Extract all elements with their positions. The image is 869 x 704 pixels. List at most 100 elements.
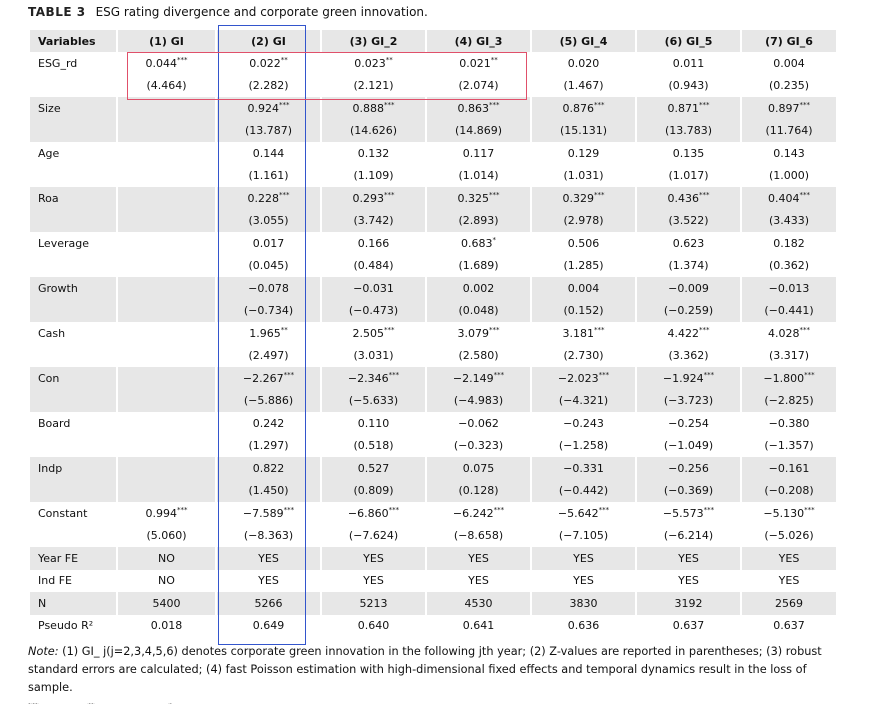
coef-cell xyxy=(118,367,215,390)
z-value: (3.522) xyxy=(668,214,709,228)
z-cell: (0.943) xyxy=(637,75,740,98)
variable-name: Pseudo R² xyxy=(38,619,94,633)
z-cell: (0.152) xyxy=(532,299,635,322)
coef-cell: 0.002 xyxy=(427,277,530,300)
coef-cell: 0.404*** xyxy=(742,187,836,210)
column-header: Variables xyxy=(30,30,116,52)
results-table: Variables (1) GI (2) GI (3) GI_2 (4) GI_3 (5)… xyxy=(28,30,838,637)
z-value: (3.433) xyxy=(768,214,810,228)
cell: NO xyxy=(118,547,215,570)
z-value: (−1.357) xyxy=(764,439,814,453)
z-value: (1.450) xyxy=(248,484,289,498)
coef-cell: −2.346*** xyxy=(322,367,425,390)
coef-value: 0.117 xyxy=(462,146,495,160)
z-cell: (2.978) xyxy=(532,209,635,232)
z-value: (−7.105) xyxy=(558,529,609,543)
significance-stars: *** xyxy=(804,371,815,380)
cell: 3830 xyxy=(532,592,635,615)
z-value: (−2.825) xyxy=(764,394,814,408)
coef-value: 0.132 xyxy=(357,146,390,160)
significance-stars: *** xyxy=(384,191,395,200)
coef-value: −0.161 xyxy=(768,461,810,475)
z-cell: (5.060) xyxy=(118,525,215,548)
z-cell: (−5.633) xyxy=(322,389,425,412)
z-value: (2.580) xyxy=(458,349,499,363)
z-value: (−7.624) xyxy=(348,529,399,543)
coef-value: 4.422 xyxy=(667,327,700,341)
coef-cell: −0.256 xyxy=(637,457,740,480)
coef-cell: 0.888*** xyxy=(322,97,425,120)
table-row: Cash 1.965** 2.505*** 3.079*** 3.181*** 4.422… xyxy=(30,322,836,345)
coef-cell: −5.130*** xyxy=(742,502,836,525)
significance-stars: *** xyxy=(699,191,710,200)
z-cell: (1.031) xyxy=(532,165,635,188)
coef-value: 3.181 xyxy=(562,327,595,341)
z-cell: (2.497) xyxy=(217,345,320,368)
z-value: (2.282) xyxy=(248,79,289,93)
z-cell: (3.031) xyxy=(322,345,425,368)
z-value: (3.742) xyxy=(353,214,394,228)
cell xyxy=(30,299,116,322)
coef-value: 0.011 xyxy=(672,56,705,70)
z-cell: (−0.259) xyxy=(637,299,740,322)
coef-value: 0.683 xyxy=(461,237,493,251)
coef-cell: 0.897*** xyxy=(742,97,836,120)
table-row: Roa 0.228*** 0.293*** 0.325*** 0.329*** 0.436… xyxy=(30,187,836,210)
coef-value: −0.380 xyxy=(768,416,810,430)
cell: YES xyxy=(637,547,740,570)
coef-cell: −6.242*** xyxy=(427,502,530,525)
coef-cell: −2.267*** xyxy=(217,367,320,390)
z-cell: (−0.323) xyxy=(427,435,530,458)
z-cell: (3.433) xyxy=(742,209,836,232)
coef-value: −0.078 xyxy=(248,281,289,295)
significance-stars: *** xyxy=(177,56,188,65)
cell: 4530 xyxy=(427,592,530,615)
coef-cell: −0.078 xyxy=(217,277,320,300)
coef-value: −5.642 xyxy=(557,507,599,521)
coef-value: −6.242 xyxy=(452,507,494,521)
z-value: (2.730) xyxy=(563,349,604,363)
z-cell: (−0.441) xyxy=(742,299,836,322)
coef-cell: 4.028*** xyxy=(742,322,836,345)
cell: 0.637 xyxy=(672,619,705,633)
column-header: (2) GI xyxy=(217,30,320,52)
z-cell: (1.014) xyxy=(427,165,530,188)
coef-cell: 0.110 xyxy=(322,412,425,435)
column-header: (6) GI_5 xyxy=(637,30,740,52)
variable-name: Year FE xyxy=(30,547,116,570)
table-row: Ind FE NO YES YES YES YES YES YES xyxy=(30,570,836,593)
cell: YES xyxy=(427,547,530,570)
coef-value: −0.243 xyxy=(563,416,604,430)
coef-cell: 0.132 xyxy=(322,142,425,165)
cell: 2569 xyxy=(742,592,836,615)
coef-value: −2.267 xyxy=(242,372,284,386)
coef-value: 0.143 xyxy=(773,146,805,160)
z-cell: (1.467) xyxy=(532,75,635,98)
coef-cell: 1.965** xyxy=(217,322,320,345)
z-cell: (1.297) xyxy=(217,435,320,458)
z-cell: (−0.734) xyxy=(217,299,320,322)
cell xyxy=(30,345,116,368)
coef-value: 0.129 xyxy=(567,146,600,160)
coef-value: 0.002 xyxy=(462,281,495,295)
z-cell: (0.484) xyxy=(322,255,425,278)
z-cell: (−7.105) xyxy=(532,525,635,548)
coef-cell: 0.506 xyxy=(532,232,635,255)
significance-stars: *** xyxy=(699,101,710,110)
significance-stars: *** xyxy=(594,101,605,110)
coef-cell: 0.527 xyxy=(322,457,425,480)
coef-cell: 0.863*** xyxy=(427,97,530,120)
table-row: Leverage 0.017 0.166 0.683* 0.506 0.623 0.182 xyxy=(30,232,836,255)
z-value: (1.017) xyxy=(668,169,709,183)
coef-cell: 0.135 xyxy=(637,142,740,165)
coef-value: −2.149 xyxy=(452,372,494,386)
coef-value: 0.293 xyxy=(352,192,385,206)
z-cell: (15.131) xyxy=(532,119,635,142)
cell xyxy=(30,209,116,232)
coef-value: −7.589 xyxy=(242,507,284,521)
variable-name: Leverage xyxy=(38,236,89,250)
coef-value: 0.182 xyxy=(773,236,805,250)
coef-cell: −0.380 xyxy=(742,412,836,435)
coef-cell: −7.589*** xyxy=(217,502,320,525)
z-cell: (−3.723) xyxy=(637,389,740,412)
